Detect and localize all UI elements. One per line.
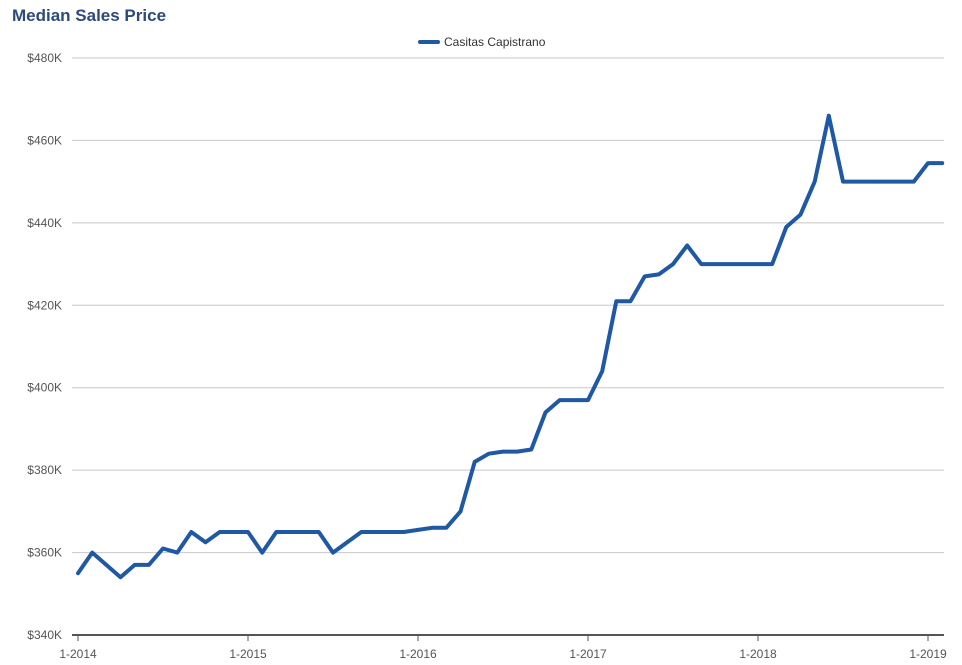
data-point [104,563,108,567]
data-point [544,410,547,414]
data-point [714,262,717,266]
data-point [869,180,873,184]
x-axis: 1-2014 1-2015 1-2016 1-2017 1-2018 1-2019 [59,634,947,661]
data-point [827,114,831,118]
data-point [90,551,94,555]
data-point [444,526,448,530]
data-point [501,450,505,454]
data-point [699,262,703,266]
data-point [685,244,689,248]
data-point [473,460,477,464]
grid-lines [72,57,944,554]
data-point [855,180,859,184]
data-point [558,398,562,402]
data-point [572,398,576,402]
data-point [926,161,930,165]
y-tick-label: $440K [27,216,62,230]
series-line [76,113,945,580]
y-tick-label: $480K [27,51,62,65]
series-group [76,113,945,580]
data-point [119,575,122,579]
data-point [898,180,902,184]
data-point [600,369,604,373]
data-point [742,262,746,266]
data-point [728,262,732,266]
y-tick-label: $460K [27,133,62,147]
data-point [402,530,406,534]
data-point [147,563,151,567]
data-point [614,299,618,303]
data-point [331,551,335,555]
data-point [756,262,760,266]
data-point [770,262,774,266]
data-point [784,225,788,229]
x-tick-label: 1-2019 [909,647,947,661]
data-point [189,530,193,534]
y-axis: $340K $360K $380K $400K $420K $440K $460K $480K [27,51,62,642]
data-point [76,571,80,575]
legend: Casitas Capistrano [418,35,546,49]
data-point [317,530,321,534]
x-tick-label: 1-2016 [399,647,437,661]
data-point [345,540,349,544]
data-point [515,450,519,454]
y-tick-label: $400K [27,381,62,395]
x-tick-label: 1-2015 [229,647,267,661]
x-tick-label: 1-2014 [59,647,97,661]
y-tick-label: $340K [27,628,62,642]
chart-title: Median Sales Price [12,6,167,25]
data-point [813,180,817,184]
data-point [303,530,307,534]
data-point [161,546,165,550]
data-point [643,274,647,278]
x-tick-label: 1-2018 [739,647,777,661]
data-point [218,530,222,534]
data-point [529,448,533,452]
data-point [260,551,264,555]
data-point [940,161,944,165]
y-tick-label: $360K [27,546,62,560]
data-point [246,530,250,534]
data-point [175,551,179,555]
data-point [133,563,137,567]
data-point [841,180,845,184]
data-point [884,180,887,184]
y-tick-label: $420K [27,298,62,312]
data-point [799,213,802,217]
data-point [586,398,590,402]
x-tick-label: 1-2017 [569,647,607,661]
data-point [487,452,491,456]
data-point [459,509,462,513]
legend-label: Casitas Capistrano [444,35,546,49]
data-point [289,530,292,534]
data-point [671,262,675,266]
data-point [629,299,632,303]
data-point [274,530,278,534]
data-point [657,272,661,276]
data-point [912,180,916,184]
data-point [232,530,236,534]
y-tick-label: $380K [27,463,62,477]
data-point [374,530,377,534]
data-point [430,526,434,530]
data-point [388,530,392,534]
data-point [204,540,207,544]
data-point [359,530,363,534]
data-point [416,528,420,532]
